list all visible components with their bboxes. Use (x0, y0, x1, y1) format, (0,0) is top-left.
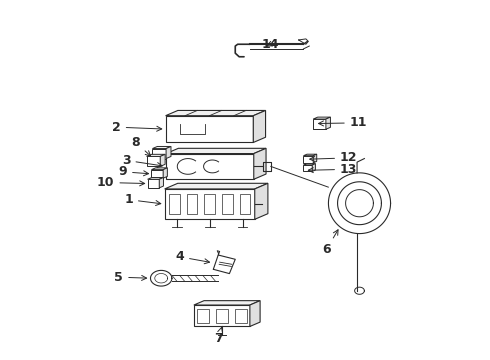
Polygon shape (165, 189, 255, 219)
Polygon shape (194, 301, 260, 305)
Polygon shape (165, 183, 268, 189)
Polygon shape (313, 117, 330, 119)
Text: 2: 2 (112, 121, 162, 134)
Polygon shape (326, 117, 330, 129)
Polygon shape (166, 148, 266, 154)
Polygon shape (152, 149, 166, 158)
Polygon shape (166, 154, 254, 179)
Text: 3: 3 (122, 154, 162, 167)
Text: 8: 8 (132, 136, 150, 156)
Text: 1: 1 (124, 193, 161, 206)
Polygon shape (166, 111, 266, 116)
Polygon shape (254, 148, 266, 179)
Polygon shape (151, 170, 163, 178)
Polygon shape (163, 168, 168, 178)
Polygon shape (255, 183, 268, 219)
Text: 9: 9 (119, 165, 148, 178)
Text: 5: 5 (115, 271, 147, 284)
Polygon shape (166, 116, 253, 143)
Polygon shape (312, 164, 316, 171)
Polygon shape (160, 154, 165, 166)
Polygon shape (253, 111, 266, 143)
Polygon shape (194, 305, 250, 327)
Polygon shape (303, 165, 312, 171)
Polygon shape (147, 157, 160, 166)
Text: 12: 12 (310, 151, 358, 165)
Text: 4: 4 (175, 250, 210, 264)
Text: 13: 13 (308, 163, 357, 176)
Polygon shape (250, 301, 260, 327)
Text: 7: 7 (214, 327, 222, 346)
Polygon shape (147, 179, 159, 188)
Polygon shape (303, 156, 313, 163)
Polygon shape (303, 164, 316, 165)
Text: 6: 6 (322, 230, 338, 256)
Polygon shape (159, 177, 164, 188)
Text: 11: 11 (318, 116, 367, 129)
Polygon shape (151, 168, 168, 170)
Polygon shape (147, 154, 165, 157)
Polygon shape (313, 119, 326, 129)
Polygon shape (313, 154, 317, 163)
Polygon shape (303, 154, 317, 156)
Polygon shape (152, 147, 171, 149)
Polygon shape (166, 147, 171, 158)
Text: 14: 14 (262, 38, 279, 51)
Text: 10: 10 (97, 176, 145, 189)
Polygon shape (147, 177, 164, 179)
